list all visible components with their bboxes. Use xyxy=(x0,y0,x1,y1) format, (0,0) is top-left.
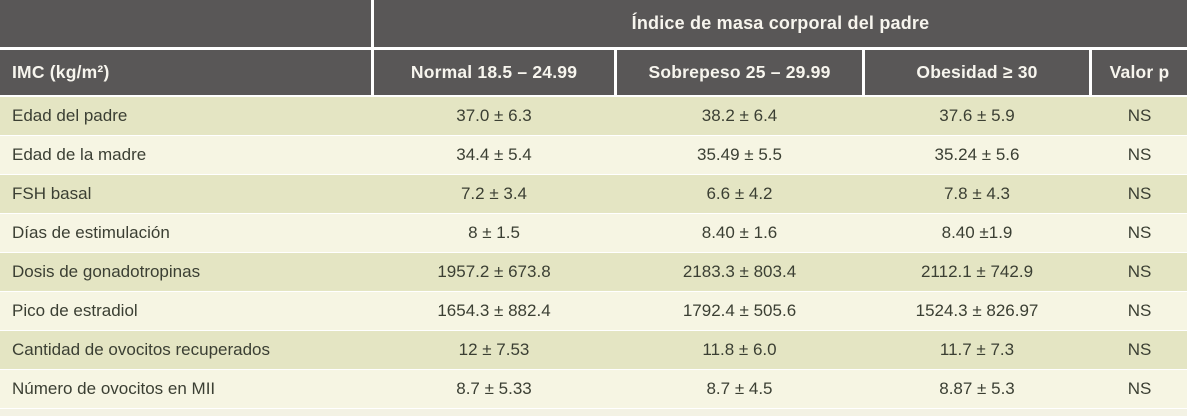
row-label: Dosis de gonadotropinas xyxy=(12,262,201,281)
table-row: Cantidad de ovocitos recuperados 12 ± 7.… xyxy=(0,331,1187,370)
cell-sobrepeso: 8.7 ± 4.5 xyxy=(706,379,773,398)
table-row: Días de estimulación 8 ± 1.5 8.40 ± 1.6 … xyxy=(0,214,1187,253)
cell-valor-p: NS xyxy=(1127,379,1152,398)
cell-normal: 7.2 ± 3.4 xyxy=(460,184,528,203)
column-header-valor-p: Valor p xyxy=(1092,50,1187,95)
cell-valor-p: NS xyxy=(1127,262,1152,281)
column-header-obesidad: Obesidad ≥ 30 xyxy=(865,50,1089,95)
row-label: Cantidad de ovocitos recuperados xyxy=(12,340,270,359)
row-label: Número de ovocitos en MII xyxy=(12,379,216,398)
table-column-header-row: IMC (kg/m²) Normal 18.5 – 24.99 Sobrepes… xyxy=(0,50,1187,95)
cell-obesidad: 11.7 ± 7.3 xyxy=(939,340,1015,359)
cell-valor-p: NS xyxy=(1127,301,1152,320)
table-row: Dosis de gonadotropinas 1957.2 ± 673.8 2… xyxy=(0,253,1187,292)
cell-normal: 1957.2 ± 673.8 xyxy=(437,262,551,281)
column-header-normal: Normal 18.5 – 24.99 xyxy=(374,50,614,95)
cell-sobrepeso: 2183.3 ± 803.4 xyxy=(682,262,797,281)
cell-normal: 8 ± 1.5 xyxy=(468,223,520,242)
row-label: FSH basal xyxy=(12,184,92,203)
cell-normal: 34.4 ± 5.4 xyxy=(456,145,532,164)
cell-sobrepeso: 6.6 ± 4.2 xyxy=(706,184,773,203)
cell-valor-p: NS xyxy=(1127,223,1152,242)
cell-obesidad: 37.6 ± 5.9 xyxy=(939,106,1015,125)
table-row: Número de ovocitos en MII 8.7 ± 5.33 8.7… xyxy=(0,370,1187,409)
row-label: Edad del padre xyxy=(12,106,128,125)
row-label: Edad de la madre xyxy=(12,145,147,164)
column-header-imc: IMC (kg/m²) xyxy=(0,50,371,95)
cell-normal: 12 ± 7.53 xyxy=(458,340,530,359)
cell-valor-p: NS xyxy=(1127,184,1152,203)
cell-sobrepeso: 1792.4 ± 505.6 xyxy=(682,301,797,320)
cell-valor-p: NS xyxy=(1127,340,1152,359)
cell-normal: 1654.3 ± 882.4 xyxy=(437,301,551,320)
group-header-title: Índice de masa corporal del padre xyxy=(374,0,1187,47)
table-row: Pico de estradiol 1654.3 ± 882.4 1792.4 … xyxy=(0,292,1187,331)
cell-sobrepeso: 35.49 ± 5.5 xyxy=(697,145,782,164)
cell-obesidad: 7.8 ± 4.3 xyxy=(943,184,1011,203)
row-label: Días de estimulación xyxy=(12,223,170,242)
cell-obesidad: 8.87 ± 5.3 xyxy=(939,379,1015,398)
group-header-empty-cell xyxy=(0,0,371,47)
table-group-header-row: Índice de masa corporal del padre xyxy=(0,0,1187,47)
cell-obesidad: 8.40 ±1.9 xyxy=(941,223,1013,242)
table-bottom-strip xyxy=(0,409,1187,416)
row-label: Pico de estradiol xyxy=(12,301,138,320)
cell-valor-p: NS xyxy=(1127,106,1152,125)
table-row: Edad del padre 37.0 ± 6.3 38.2 ± 6.4 37.… xyxy=(0,97,1187,136)
cell-obesidad: 1524.3 ± 826.97 xyxy=(915,301,1039,320)
cell-normal: 37.0 ± 6.3 xyxy=(456,106,532,125)
table-row: Edad de la madre 34.4 ± 5.4 35.49 ± 5.5 … xyxy=(0,136,1187,175)
cell-valor-p: NS xyxy=(1127,145,1152,164)
cell-sobrepeso: 8.40 ± 1.6 xyxy=(701,223,778,242)
column-header-sobrepeso: Sobrepeso 25 – 29.99 xyxy=(617,50,862,95)
cell-obesidad: 35.24 ± 5.6 xyxy=(934,145,1020,164)
cell-sobrepeso: 38.2 ± 6.4 xyxy=(701,106,778,125)
table-row: FSH basal 7.2 ± 3.4 6.6 ± 4.2 7.8 ± 4.3 … xyxy=(0,175,1187,214)
cell-sobrepeso: 11.8 ± 6.0 xyxy=(702,340,777,359)
cell-normal: 8.7 ± 5.33 xyxy=(456,379,532,398)
cell-obesidad: 2112.1 ± 742.9 xyxy=(920,262,1034,281)
